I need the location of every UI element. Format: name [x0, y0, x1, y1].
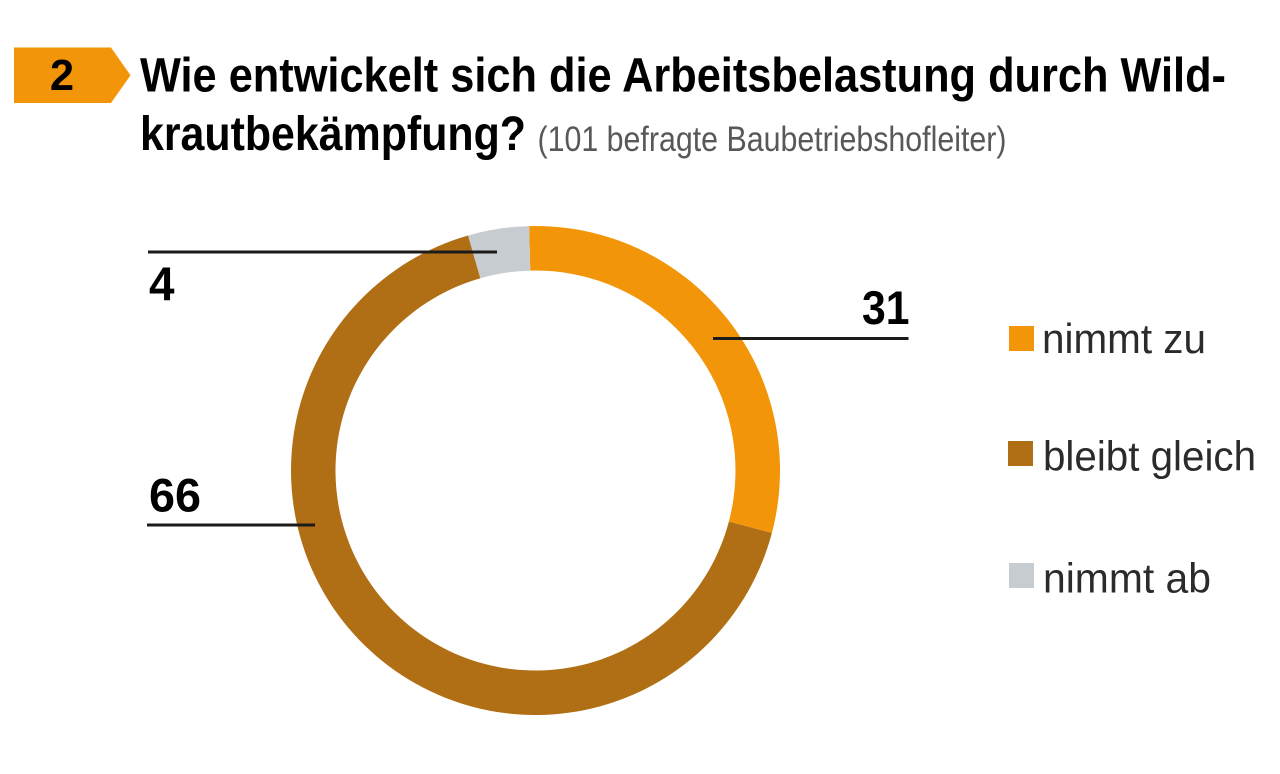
svg-text:nimmt zu: nimmt zu	[1042, 315, 1206, 362]
svg-text:2: 2	[50, 52, 74, 100]
svg-text:4: 4	[149, 258, 175, 311]
svg-text:bleibt gleich: bleibt gleich	[1043, 433, 1256, 480]
svg-text:31: 31	[862, 282, 910, 335]
svg-text:nimmt ab: nimmt ab	[1043, 555, 1211, 602]
svg-text:(101 befragte Baubetriebshofle: (101 befragte Baubetriebshofleiter)	[538, 119, 1007, 159]
svg-text:krautbekämpfung?: krautbekämpfung?	[140, 107, 526, 161]
svg-text:Wie entwickelt sich die Arbeit: Wie entwickelt sich die Arbeitsbelastung…	[140, 49, 1226, 103]
svg-text:66: 66	[149, 470, 201, 523]
